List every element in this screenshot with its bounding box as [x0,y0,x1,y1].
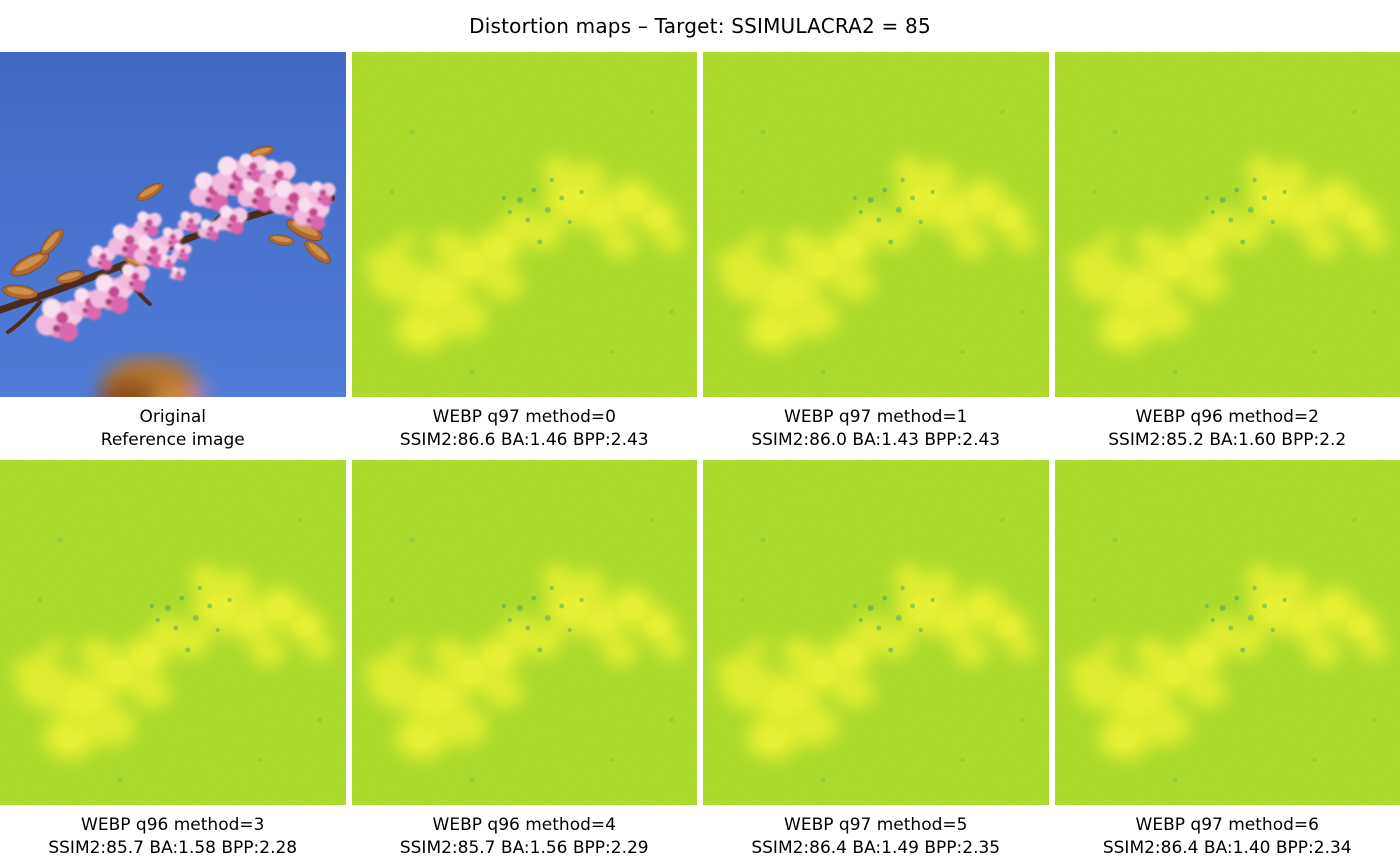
panel-title: Original [139,407,207,427]
panel-subtitle: Reference image [100,430,245,450]
distortion-map-image [703,460,1049,805]
panel-metrics: SSIM2:86.4 BA:1.40 BPP:2.34 [1102,838,1352,858]
panel-webp-q96-method2: WEBP q96 method=2 SSIM2:85.2 BA:1.60 BPP… [1054,52,1400,460]
panel-title: WEBP q97 method=0 [432,407,616,427]
panel-metrics: SSIM2:86.0 BA:1.43 BPP:2.43 [751,430,1001,450]
panel-caption: Original Reference image [0,397,346,460]
panel-metrics: SSIM2:86.6 BA:1.46 BPP:2.43 [399,430,649,450]
panel-webp-q97-method6: WEBP q97 method=6 SSIM2:86.4 BA:1.40 BPP… [1054,460,1400,868]
panel-caption: WEBP q96 method=2 SSIM2:85.2 BA:1.60 BPP… [1055,397,1400,460]
original-reference-image [0,52,346,397]
panel-webp-q97-method1: WEBP q97 method=1 SSIM2:86.0 BA:1.43 BPP… [703,52,1049,460]
panel-caption: WEBP q96 method=3 SSIM2:85.7 BA:1.58 BPP… [0,805,346,868]
panel-original: Original Reference image [0,52,346,460]
distortion-map-image [1054,460,1400,805]
distortion-map-image [0,460,346,805]
panel-caption: WEBP q97 method=0 SSIM2:86.6 BA:1.46 BPP… [352,397,698,460]
distortion-map-image [351,460,697,805]
panel-title: WEBP q96 method=4 [432,815,616,835]
panel-title: WEBP q97 method=5 [784,815,968,835]
distortion-map-image [1054,52,1400,397]
panel-title: WEBP q96 method=2 [1135,407,1319,427]
panel-title: WEBP q97 method=6 [1135,815,1319,835]
panel-title: WEBP q97 method=1 [784,407,968,427]
panel-webp-q96-method4: WEBP q96 method=4 SSIM2:85.7 BA:1.56 BPP… [351,460,698,868]
panel-title: WEBP q96 method=3 [81,815,265,835]
panel-webp-q97-method0: WEBP q97 method=0 SSIM2:86.6 BA:1.46 BPP… [351,52,698,460]
panel-metrics: SSIM2:85.7 BA:1.56 BPP:2.29 [399,838,649,858]
panel-caption: WEBP q97 method=1 SSIM2:86.0 BA:1.43 BPP… [703,397,1049,460]
distortion-map-image [703,52,1049,397]
panel-grid: Original Reference image WEBP q97 method… [0,52,1400,868]
panel-caption: WEBP q97 method=6 SSIM2:86.4 BA:1.40 BPP… [1055,805,1400,868]
panel-metrics: SSIM2:85.2 BA:1.60 BPP:2.2 [1108,430,1347,450]
panel-webp-q96-method3: WEBP q96 method=3 SSIM2:85.7 BA:1.58 BPP… [0,460,346,868]
figure-title: Distortion maps – Target: SSIMULACRA2 = … [469,14,931,38]
panel-webp-q97-method5: WEBP q97 method=5 SSIM2:86.4 BA:1.49 BPP… [703,460,1049,868]
panel-caption: WEBP q97 method=5 SSIM2:86.4 BA:1.49 BPP… [703,805,1049,868]
panel-metrics: SSIM2:86.4 BA:1.49 BPP:2.35 [751,838,1001,858]
panel-metrics: SSIM2:85.7 BA:1.58 BPP:2.28 [48,838,298,858]
distortion-map-image [351,52,697,397]
panel-caption: WEBP q96 method=4 SSIM2:85.7 BA:1.56 BPP… [352,805,698,868]
